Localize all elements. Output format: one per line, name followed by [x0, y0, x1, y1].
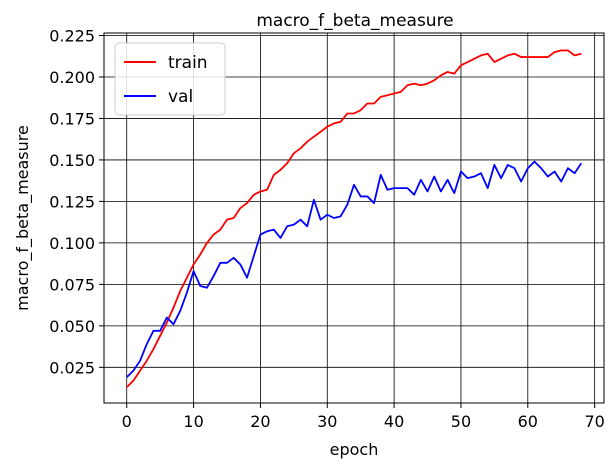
series-line-train — [126, 49, 582, 388]
plot-frame — [103, 32, 605, 404]
ticks: 0 10 20 30 40 50 60 70 0.025 0.050 0.075 0.100 0.125… — [49, 26, 605, 431]
legend-label-val: val — [168, 87, 193, 107]
y-tick-label: 0.125 — [49, 192, 95, 211]
chart-title: macro_f_beta_measure — [256, 11, 453, 31]
y-tick-label: 0.025 — [49, 358, 95, 377]
y-tick-label: 0.200 — [49, 68, 95, 87]
legend-label-train: train — [168, 53, 208, 73]
x-tick-label: 30 — [317, 412, 337, 431]
series-layer — [126, 49, 583, 388]
y-tick-label: 0.100 — [49, 234, 95, 253]
x-tick-label: 40 — [384, 412, 404, 431]
y-tick-label: 0.175 — [49, 109, 95, 128]
x-tick-label: 50 — [451, 412, 471, 431]
y-tick-label: 0.150 — [49, 151, 95, 170]
y-tick-label: 0.050 — [49, 317, 95, 336]
grid — [104, 33, 604, 403]
series-line-val — [126, 160, 583, 378]
y-tick-label: 0.225 — [49, 26, 95, 45]
legend: train val — [114, 42, 226, 116]
y-tick-label: 0.075 — [49, 275, 95, 294]
x-axis-label: epoch — [330, 440, 379, 459]
x-tick-label: 20 — [250, 412, 270, 431]
x-tick-label: 60 — [518, 412, 538, 431]
x-tick-label: 0 — [122, 412, 132, 431]
y-axis-label: macro_f_beta_measure — [13, 125, 33, 311]
x-tick-label: 70 — [584, 412, 604, 431]
x-tick-label: 10 — [183, 412, 203, 431]
